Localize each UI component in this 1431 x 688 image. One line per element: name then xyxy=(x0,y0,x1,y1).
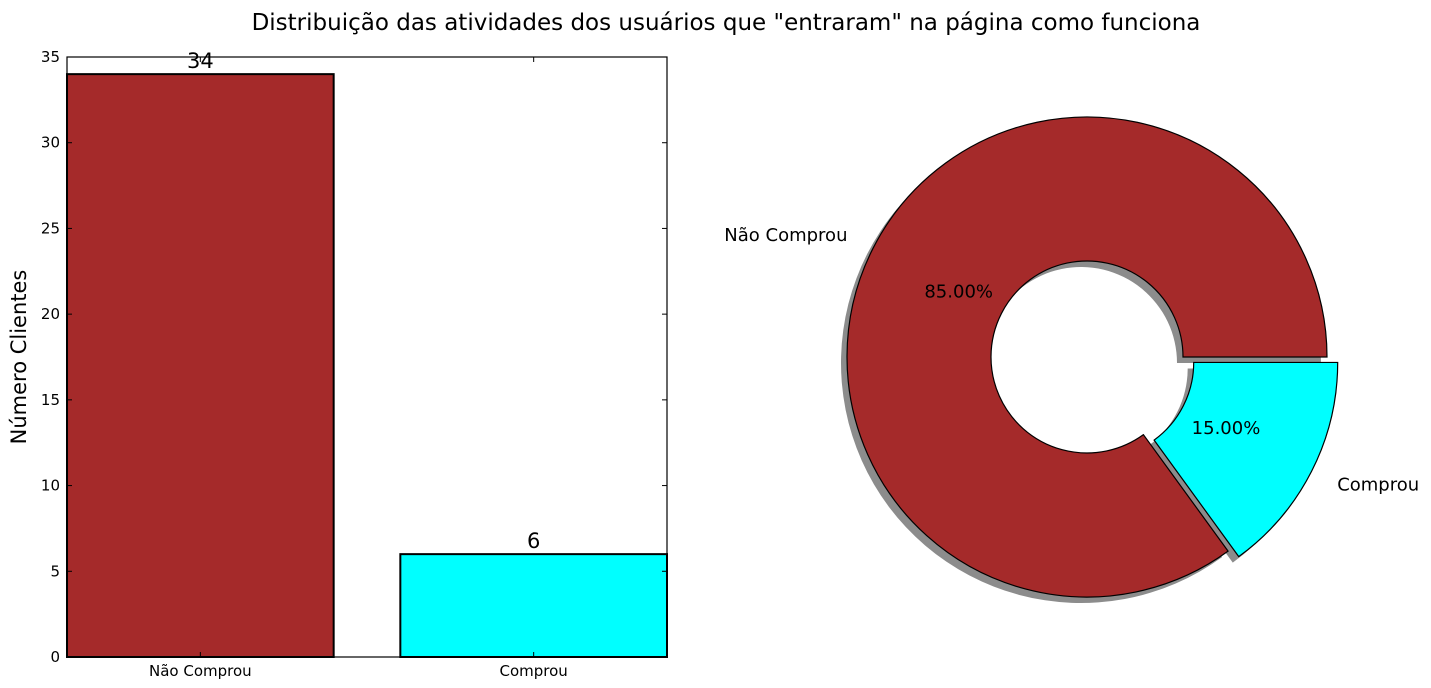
y-axis-label: Número Clientes xyxy=(7,270,31,445)
wedge-label: Não Comprou xyxy=(724,225,847,246)
x-tick-label: Comprou xyxy=(500,662,568,680)
wedge-percent-label: 85.00% xyxy=(924,282,993,303)
y-tick-label: 15 xyxy=(41,391,60,409)
wedge-n-o-comprou xyxy=(846,116,1328,598)
y-tick-label: 35 xyxy=(41,48,60,66)
y-tick-label: 20 xyxy=(41,305,60,323)
bar-comprou xyxy=(399,553,668,659)
bar-marks: 346 xyxy=(66,49,668,659)
y-tick-label: 5 xyxy=(50,562,60,580)
bar-value-label: 6 xyxy=(527,529,540,553)
y-tick-label: 25 xyxy=(41,219,60,237)
chart-title: Distribuição das atividades dos usuários… xyxy=(252,10,1201,36)
wedge-comprou xyxy=(1153,361,1339,558)
bar-axes-frame xyxy=(66,56,668,658)
x-tick-label: Não Comprou xyxy=(149,662,252,680)
wedge-label: Comprou xyxy=(1337,474,1419,495)
wedge-percent-label: 15.00% xyxy=(1192,418,1261,439)
donut-chart: Não Comprou 85.00% Comprou 15.00% xyxy=(724,116,1419,604)
bar-n-o-comprou xyxy=(66,73,335,658)
y-tick-label: 30 xyxy=(41,134,60,152)
y-tick-label: 0 xyxy=(50,648,60,666)
y-tick-label: 10 xyxy=(41,477,60,495)
bar-ticks: Não Comprou Comprou 0 5 10 15 20 25 30 35 xyxy=(41,48,667,680)
bar-chart: 346 Não Comprou Comprou 0 5 10 15 20 25 30 35 Núm… xyxy=(7,48,668,680)
